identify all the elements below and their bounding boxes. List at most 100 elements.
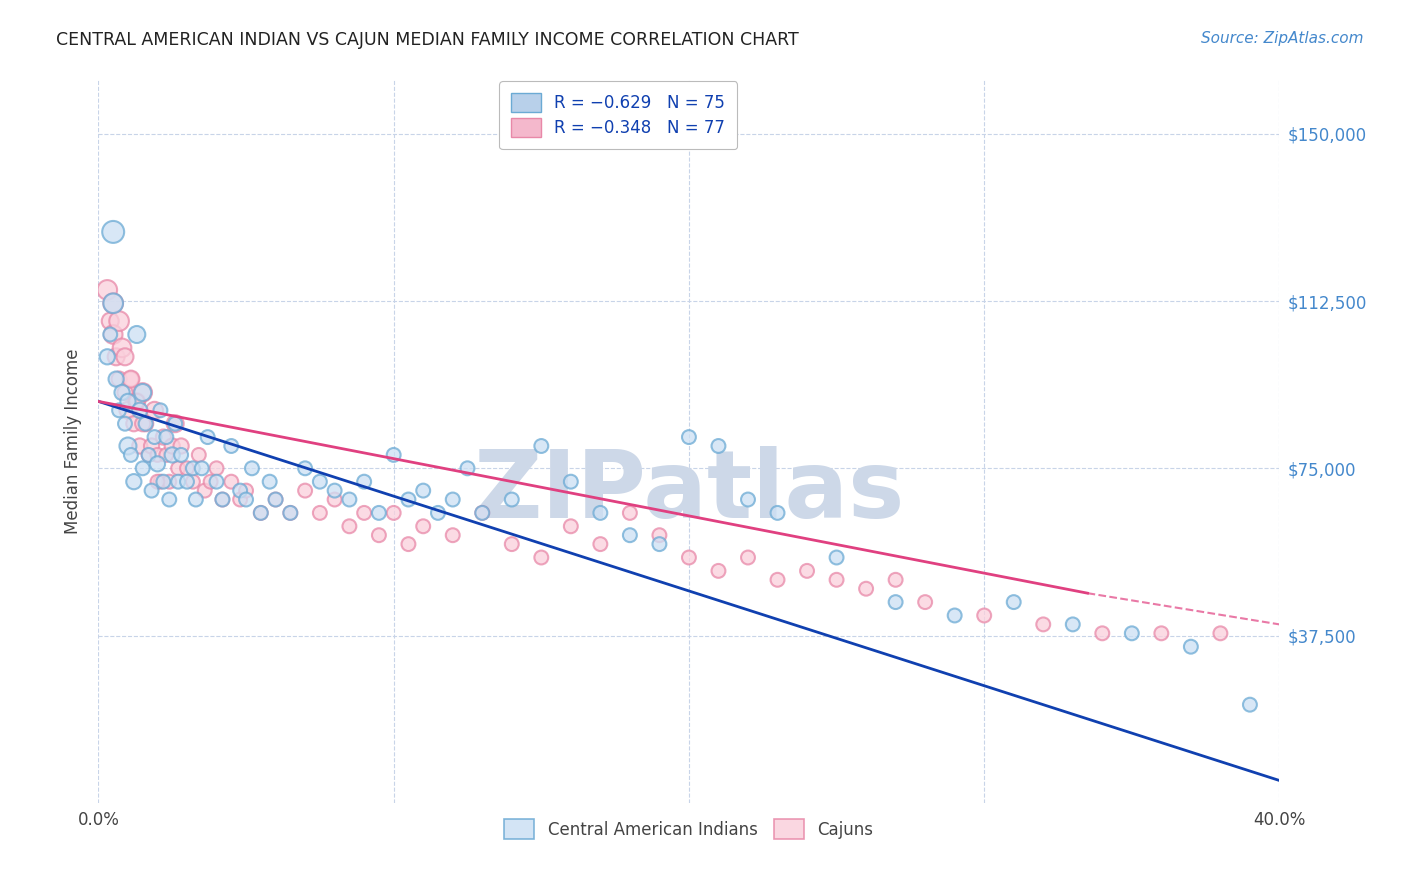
Point	[108, 372, 131, 386]
Point	[221, 439, 243, 453]
Point	[309, 506, 332, 520]
Point	[855, 582, 877, 596]
Point	[309, 475, 332, 489]
Point	[122, 417, 145, 431]
Point	[589, 537, 612, 551]
Point	[884, 595, 907, 609]
Point	[170, 439, 193, 453]
Point	[103, 296, 125, 310]
Point	[589, 506, 612, 520]
Point	[194, 483, 217, 498]
Point	[235, 483, 257, 498]
Point	[98, 327, 121, 342]
Point	[471, 506, 494, 520]
Point	[105, 372, 128, 386]
Point	[211, 492, 233, 507]
Point	[108, 403, 131, 417]
Point	[187, 448, 209, 462]
Point	[353, 506, 375, 520]
Point	[157, 475, 180, 489]
Point	[825, 573, 848, 587]
Point	[132, 461, 155, 475]
Point	[120, 372, 142, 386]
Point	[264, 492, 287, 507]
Point	[221, 475, 243, 489]
Point	[114, 385, 136, 400]
Point	[103, 327, 125, 342]
Point	[737, 550, 759, 565]
Point	[146, 457, 169, 471]
Point	[117, 439, 139, 453]
Point	[560, 519, 582, 533]
Point	[737, 492, 759, 507]
Point	[197, 430, 219, 444]
Point	[170, 448, 193, 462]
Point	[398, 492, 420, 507]
Point	[152, 430, 174, 444]
Point	[707, 564, 730, 578]
Point	[141, 439, 163, 453]
Point	[98, 314, 121, 328]
Point	[138, 448, 160, 462]
Point	[128, 403, 150, 417]
Point	[229, 483, 252, 498]
Point	[280, 506, 302, 520]
Point	[143, 430, 166, 444]
Point	[412, 519, 434, 533]
Point	[162, 448, 183, 462]
Point	[108, 314, 131, 328]
Point	[128, 439, 150, 453]
Point	[200, 475, 222, 489]
Point	[114, 417, 136, 431]
Point	[412, 483, 434, 498]
Point	[766, 506, 789, 520]
Point	[155, 448, 177, 462]
Point	[707, 439, 730, 453]
Point	[619, 528, 641, 542]
Point	[141, 483, 163, 498]
Point	[176, 461, 198, 475]
Point	[294, 483, 316, 498]
Point	[1150, 626, 1173, 640]
Point	[167, 461, 190, 475]
Point	[766, 573, 789, 587]
Point	[259, 475, 281, 489]
Point	[105, 350, 128, 364]
Point	[1002, 595, 1025, 609]
Point	[165, 417, 187, 431]
Point	[103, 225, 125, 239]
Point	[264, 492, 287, 507]
Point	[441, 528, 464, 542]
Point	[796, 564, 818, 578]
Point	[149, 475, 172, 489]
Point	[678, 430, 700, 444]
Text: CENTRAL AMERICAN INDIAN VS CAJUN MEDIAN FAMILY INCOME CORRELATION CHART: CENTRAL AMERICAN INDIAN VS CAJUN MEDIAN …	[56, 31, 799, 49]
Point	[368, 528, 391, 542]
Point	[1091, 626, 1114, 640]
Point	[1180, 640, 1202, 654]
Point	[973, 608, 995, 623]
Point	[678, 550, 700, 565]
Point	[155, 430, 177, 444]
Point	[132, 385, 155, 400]
Point	[382, 506, 405, 520]
Point	[184, 492, 207, 507]
Point	[235, 492, 257, 507]
Point	[120, 372, 142, 386]
Point	[648, 537, 671, 551]
Point	[294, 461, 316, 475]
Point	[132, 385, 155, 400]
Point	[339, 519, 361, 533]
Point	[122, 475, 145, 489]
Point	[1209, 626, 1232, 640]
Point	[368, 506, 391, 520]
Point	[165, 417, 187, 431]
Point	[138, 448, 160, 462]
Point	[132, 417, 155, 431]
Point	[96, 350, 118, 364]
Point	[211, 492, 233, 507]
Point	[1032, 617, 1054, 632]
Point	[825, 550, 848, 565]
Point	[323, 492, 346, 507]
Point	[457, 461, 479, 475]
